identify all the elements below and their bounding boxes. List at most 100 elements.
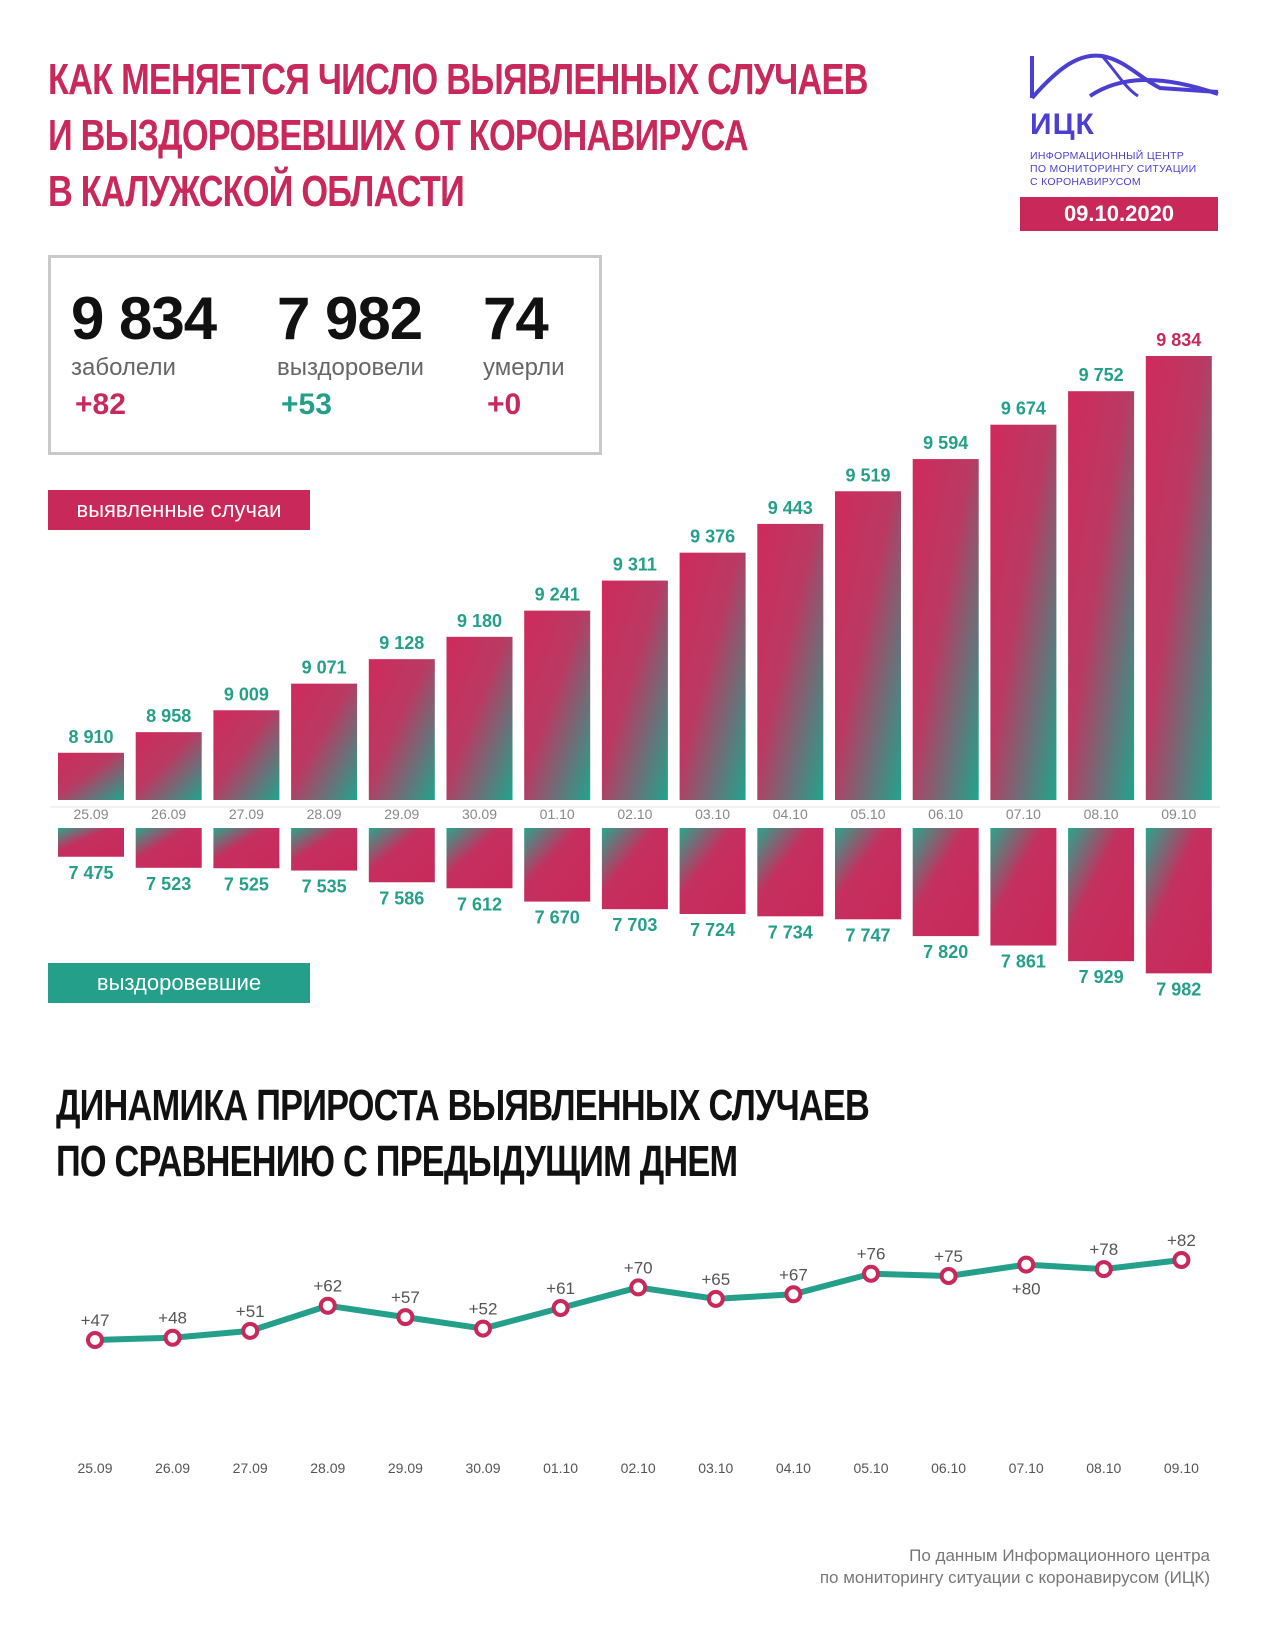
date-tick-label: 30.09 <box>462 806 497 822</box>
recovered-bar <box>757 828 824 917</box>
title-line-1: КАК МЕНЯЕТСЯ ЧИСЛО ВЫЯВЛЕННЫХ СЛУЧАЕВ <box>48 55 868 104</box>
cases-bar <box>990 424 1057 800</box>
recovered-bar-label: 7 820 <box>923 942 968 962</box>
growth-point-label: +78 <box>1089 1240 1118 1259</box>
growth-point-label: +61 <box>546 1279 575 1298</box>
cases-bar <box>446 636 513 800</box>
growth-point <box>1172 1251 1191 1269</box>
date-tick-label: 05.10 <box>850 806 885 822</box>
recovered-bar-label: 7 734 <box>768 922 813 942</box>
date-tick-label: 04.10 <box>773 806 808 822</box>
recovered-bar-label: 7 670 <box>535 908 580 928</box>
growth-point-label: +76 <box>857 1245 886 1264</box>
recovered-bar <box>213 828 280 869</box>
recovered-bar <box>524 828 591 902</box>
stats-box: 9 834 заболели +82 7 982 выздоровели +53… <box>48 255 602 455</box>
growth-point <box>86 1331 104 1349</box>
subtitle-line-2: ПО СРАВНЕНИЮ С ПРЕДЫДУЩИМ ДНЕМ <box>56 1137 738 1186</box>
cases-bar-label: 9 443 <box>768 498 813 518</box>
date-tick-label: 02.10 <box>617 806 652 822</box>
growth-point <box>939 1267 958 1285</box>
growth-point-label: +52 <box>469 1300 498 1319</box>
growth-point <box>396 1308 415 1327</box>
growth-point <box>241 1321 260 1340</box>
cases-bar-label: 9 594 <box>923 433 968 453</box>
cases-bar-label: 9 180 <box>457 611 502 631</box>
date-tick-label: 06.10 <box>931 1460 966 1476</box>
cases-bar-label: 9 128 <box>379 633 424 653</box>
cases-bar <box>757 523 824 800</box>
date-tick-label: 07.10 <box>1006 806 1041 822</box>
stat-deaths-value: 74 <box>483 285 549 352</box>
date-tick-label: 27.09 <box>229 806 264 822</box>
cases-bar <box>291 683 358 800</box>
recovered-bar-label: 7 612 <box>457 894 502 914</box>
cases-bar <box>601 580 668 800</box>
stat-cases-value: 9 834 <box>71 285 217 352</box>
logo-sub-3: С КОРОНАВИРУСОМ <box>1030 176 1141 188</box>
logo-sub-2: ПО МОНИТОРИНГУ СИТУАЦИИ <box>1030 163 1197 175</box>
logo-sub-1: ИНФОРМАЦИОННЫЙ ЦЕНТР <box>1030 150 1185 162</box>
recovered-bar <box>1145 828 1212 974</box>
line-chart-title: ДИНАМИКА ПРИРОСТА ВЫЯВЛЕННЫХ СЛУЧАЕВ ПО … <box>56 1078 870 1190</box>
date-tick-label: 26.09 <box>155 1460 190 1476</box>
stat-recovered-delta: +53 <box>281 388 332 421</box>
cases-bar <box>1068 391 1135 800</box>
date-tick-label: 28.09 <box>307 806 342 822</box>
cases-bar-label: 9 241 <box>535 585 580 605</box>
source-note: По данным Информационного центра по мони… <box>820 1545 1210 1589</box>
recovered-bar-label: 7 929 <box>1079 967 1124 987</box>
cases-bar-label: 9 009 <box>224 684 269 704</box>
stat-recovered-label: выздоровели <box>277 354 424 381</box>
recovered-bar <box>291 828 358 871</box>
growth-point-label: +82 <box>1167 1231 1196 1250</box>
date-tick-label: 27.09 <box>233 1460 268 1476</box>
growth-point <box>706 1289 725 1308</box>
title-line-3: В КАЛУЖСКОЙ ОБЛАСТИ <box>48 167 465 216</box>
source-line-1: По данным Информационного центра <box>909 1546 1210 1565</box>
growth-point <box>784 1285 803 1304</box>
recovered-bar-label: 7 475 <box>68 863 113 883</box>
stat-deaths: 74 умерли +0 <box>483 288 565 422</box>
recovered-bar <box>601 828 668 910</box>
cases-bar <box>1145 356 1212 800</box>
stat-recovered: 7 982 выздоровели +53 <box>277 288 424 422</box>
date-tick-label: 26.09 <box>151 806 186 822</box>
growth-point <box>629 1278 648 1297</box>
cases-bar-label: 9 311 <box>613 555 657 575</box>
growth-point-label: +75 <box>934 1247 963 1266</box>
recovered-bar <box>368 828 435 883</box>
growth-point <box>318 1296 337 1315</box>
cases-bar-label: 9 519 <box>845 465 890 485</box>
growth-point <box>1094 1260 1113 1279</box>
recovered-bar <box>58 828 124 857</box>
cases-bar-label: 9 376 <box>690 527 735 547</box>
cases-bar-label: 9 674 <box>1001 399 1046 419</box>
stat-deaths-label: умерли <box>483 354 565 381</box>
recovered-bar <box>1068 828 1135 962</box>
legend-recovered: выздоровевшие <box>48 963 310 1003</box>
cases-bar <box>679 552 746 800</box>
stat-deaths-delta: +0 <box>487 388 522 421</box>
bar-chart: 8 910 25.09 7 475 8 958 26.09 7 523 9 009 27.09… <box>50 330 1220 999</box>
growth-point-label: +47 <box>81 1311 110 1330</box>
growth-point-label: +48 <box>158 1309 187 1328</box>
title-line-2: И ВЫЗДОРОВЕВШИХ ОТ КОРОНАВИРУСА <box>48 111 749 160</box>
date-tick-label: 29.09 <box>384 806 419 822</box>
recovered-bar-label: 7 724 <box>690 920 735 940</box>
date-tick-label: 03.10 <box>698 1460 733 1476</box>
date-tick-label: 03.10 <box>695 806 730 822</box>
growth-point <box>474 1319 492 1338</box>
cases-bar <box>213 710 280 800</box>
source-line-2: по мониторингу ситуации с коронавирусом … <box>819 1568 1210 1587</box>
bridge-wave-logo-icon <box>1030 53 1219 100</box>
cases-bar-label: 8 958 <box>146 706 191 726</box>
date-tick-label: 07.10 <box>1009 1460 1044 1476</box>
recovered-bar <box>679 828 746 915</box>
cases-bar <box>58 752 124 800</box>
recovered-bar-label: 7 525 <box>224 874 269 894</box>
date-tick-label: 25.09 <box>77 1460 112 1476</box>
date-tick-label: 30.09 <box>465 1460 500 1476</box>
growth-point-label: +51 <box>236 1302 265 1321</box>
